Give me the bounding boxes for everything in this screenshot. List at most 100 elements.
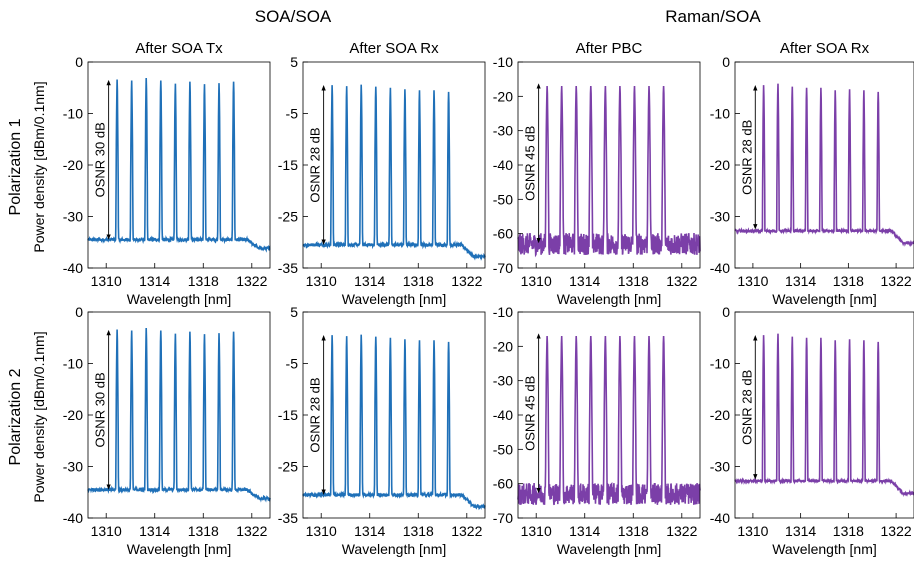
y-tick-label: -60: [493, 226, 513, 242]
y-tick-label: 0: [722, 54, 730, 70]
y-tick-label: -10: [63, 356, 83, 372]
y-tick-label: -20: [63, 157, 83, 173]
y-axis-label-row-1: Power density [dBm/0.1nm]: [31, 81, 47, 252]
y-tick-label: -60: [493, 476, 513, 492]
y-tick-label: -20: [710, 157, 730, 173]
x-tick-label: 1310: [306, 523, 337, 539]
x-tick-label: 1318: [403, 273, 434, 289]
osnr-annotation: OSNR 30 dB: [93, 372, 108, 447]
y-tick-label: -15: [278, 157, 298, 173]
spectrum-trace-8: [734, 333, 914, 498]
x-tick-label: 1322: [881, 273, 912, 289]
osnr-annotation: OSNR 28 dB: [739, 370, 754, 445]
x-tick-label: 1322: [236, 273, 267, 289]
spectrum-trace-1: [87, 77, 271, 253]
y-tick-label: -10: [493, 54, 513, 70]
x-tick-label: 1314: [569, 273, 600, 289]
spectrum-trace-4: [734, 83, 914, 248]
osnr-annotation: OSNR 30 dB: [93, 122, 108, 197]
x-tick-label: 1318: [618, 273, 649, 289]
spectrum-trace-2: [302, 84, 486, 261]
spectrum-trace-3: [517, 85, 701, 258]
plot-frame: [734, 61, 914, 269]
x-tick-label: 1322: [666, 523, 697, 539]
group-title-raman-soa: Raman/SOA: [665, 7, 761, 26]
x-tick-label: 1322: [451, 523, 482, 539]
panel-title: After SOA Rx: [349, 40, 439, 57]
x-tick-label: 1318: [188, 273, 219, 289]
x-axis-label: Wavelength [nm]: [772, 291, 877, 307]
y-tick-label: -10: [710, 356, 730, 372]
x-tick-label: 1314: [354, 523, 385, 539]
y-tick-label: 5: [290, 54, 298, 70]
x-tick-label: 1310: [737, 273, 768, 289]
x-tick-label: 1310: [521, 273, 552, 289]
row-label-polarization-2: Polarization 2: [7, 368, 24, 465]
y-tick-label: -10: [493, 304, 513, 320]
y-tick-label: -35: [278, 260, 298, 276]
y-tick-label: -10: [63, 106, 83, 122]
x-axis-label: Wavelength [nm]: [557, 541, 662, 557]
y-tick-label: 0: [722, 304, 730, 320]
y-tick-label: -20: [493, 338, 513, 354]
panel-8: 0 -10 -20 -30 -40 1310 1314 1318 1322Wavelength …: [710, 304, 914, 557]
panel-title: After SOA Rx: [780, 40, 870, 57]
y-tick-label: -70: [493, 260, 513, 276]
y-tick-label: -70: [493, 510, 513, 526]
plot-frame: [734, 311, 914, 519]
osnr-annotation: OSNR 28 dB: [308, 127, 323, 202]
x-axis-label: Wavelength [nm]: [342, 291, 447, 307]
y-tick-label: -30: [63, 459, 83, 475]
x-axis-label: Wavelength [nm]: [127, 541, 232, 557]
y-tick-label: -30: [710, 209, 730, 225]
y-tick-label: -5: [286, 106, 299, 122]
y-tick-label: -30: [710, 459, 730, 475]
panel-title: After SOA Tx: [135, 40, 223, 57]
x-tick-label: 1310: [737, 523, 768, 539]
y-tick-label: -40: [493, 407, 513, 423]
x-tick-label: 1310: [91, 523, 122, 539]
x-tick-label: 1314: [569, 523, 600, 539]
y-tick-label: -20: [493, 88, 513, 104]
x-tick-label: 1314: [139, 523, 170, 539]
y-tick-label: -40: [63, 510, 83, 526]
y-tick-label: -40: [493, 157, 513, 173]
x-tick-label: 1322: [666, 273, 697, 289]
x-axis-label: Wavelength [nm]: [342, 541, 447, 557]
panel-1: 0 -10 -20 -30 -40 1310 1314 1318 1322Wavelength …: [63, 40, 271, 307]
y-tick-label: -50: [493, 191, 513, 207]
y-tick-label: -30: [493, 373, 513, 389]
row-label-polarization-1: Polarization 1: [7, 118, 24, 215]
x-tick-label: 1314: [785, 523, 816, 539]
y-tick-label: -5: [286, 356, 299, 372]
x-tick-label: 1322: [881, 523, 912, 539]
panel-7: -10 -20 -30 -40 -50 -60 -70 1310 1314 1318 1322Wav…: [493, 304, 701, 557]
y-tick-label: -35: [278, 510, 298, 526]
y-axis-label-row-2: Power density [dBm/0.1nm]: [31, 331, 47, 502]
y-tick-label: -50: [493, 441, 513, 457]
osnr-annotation: OSNR 45 dB: [523, 376, 538, 451]
x-tick-label: 1318: [188, 523, 219, 539]
panel-title: After PBC: [576, 40, 643, 57]
osnr-annotation: OSNR 28 dB: [308, 377, 323, 452]
x-tick-label: 1318: [833, 523, 864, 539]
x-tick-label: 1314: [785, 273, 816, 289]
osnr-annotation: OSNR 28 dB: [739, 120, 754, 195]
x-axis-label: Wavelength [nm]: [557, 291, 662, 307]
x-axis-label: Wavelength [nm]: [772, 541, 877, 557]
x-tick-label: 1318: [403, 523, 434, 539]
spectrum-trace-6: [302, 334, 486, 511]
y-tick-label: -30: [493, 123, 513, 139]
y-tick-label: -20: [63, 407, 83, 423]
x-axis-label: Wavelength [nm]: [127, 291, 232, 307]
x-tick-label: 1310: [91, 273, 122, 289]
y-tick-label: -20: [710, 407, 730, 423]
x-tick-label: 1322: [236, 523, 267, 539]
y-tick-label: 0: [75, 54, 83, 70]
panel-4: 0 -10 -20 -30 -40 1310 1314 1318 1322Wavelength …: [710, 40, 914, 307]
y-tick-label: -10: [710, 106, 730, 122]
osnr-annotation: OSNR 45 dB: [523, 126, 538, 201]
x-tick-label: 1318: [618, 523, 649, 539]
